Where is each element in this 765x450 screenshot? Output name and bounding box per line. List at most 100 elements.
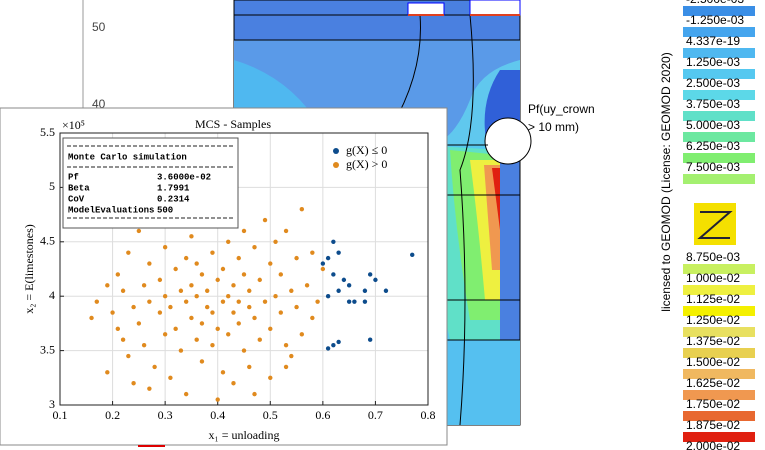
point — [257, 337, 262, 342]
stats-value: 500 — [157, 205, 173, 215]
y-multiplier: ×10⁵ — [62, 118, 85, 132]
point — [220, 370, 226, 375]
point — [325, 346, 331, 351]
point — [199, 272, 205, 277]
y-tick-label: 4.5 — [40, 234, 55, 248]
point — [110, 310, 115, 315]
stats-value: 3.6000e-02 — [157, 172, 211, 182]
point — [120, 337, 126, 342]
point — [141, 342, 147, 348]
y-axis-label: x₂ = E(limestones) — [22, 224, 36, 314]
point — [315, 299, 320, 304]
y-tick-label: 3 — [49, 397, 55, 411]
point — [294, 255, 299, 261]
logo — [694, 203, 736, 245]
point — [178, 288, 184, 293]
point — [147, 299, 152, 304]
stats-key: CoV — [68, 194, 85, 204]
legend-swatch — [683, 348, 755, 358]
point — [241, 348, 247, 353]
legend-swatch — [683, 69, 755, 79]
legend-swatch — [683, 6, 755, 16]
point — [231, 381, 236, 386]
stats-key: Pf — [68, 172, 79, 182]
legend-label: 4.337e-19 — [686, 34, 740, 48]
legend-label: 1.875e-02 — [686, 418, 740, 432]
point — [168, 304, 173, 310]
license-text: licensed to GEOMOD (License: GEOMOD 2020… — [659, 52, 673, 311]
point — [89, 315, 94, 321]
stats-box — [62, 137, 239, 229]
point — [215, 326, 220, 332]
point — [178, 348, 184, 353]
point — [210, 310, 215, 315]
point — [304, 283, 310, 288]
point — [215, 277, 220, 283]
axes-frame — [59, 132, 429, 406]
point — [231, 310, 236, 315]
legend-marker — [333, 162, 339, 168]
point — [189, 283, 194, 288]
chart-title: MCS - Samples — [195, 117, 271, 131]
point — [105, 370, 110, 375]
x-tick-label: 0.1 — [53, 408, 68, 422]
point — [283, 228, 289, 234]
legend-swatch — [683, 327, 755, 337]
point — [157, 310, 163, 315]
point — [205, 304, 210, 310]
y-tick-label: 5 — [49, 179, 55, 193]
point — [115, 272, 121, 277]
point — [352, 299, 357, 304]
point — [241, 272, 247, 277]
point — [262, 299, 268, 304]
point — [141, 283, 147, 288]
point — [299, 332, 305, 337]
point — [199, 359, 205, 364]
point — [325, 294, 331, 299]
point — [367, 337, 373, 342]
y-tick-label: 5.5 — [40, 125, 55, 139]
point — [173, 266, 178, 272]
legend-label: 1.625e-02 — [686, 376, 740, 390]
legend-swatch — [683, 306, 755, 316]
point — [94, 299, 100, 304]
point — [331, 239, 336, 244]
point — [136, 228, 142, 234]
contour-legend: -2.500e-03 -1.250e-03 4.337e-19 1.250e-03 2.… — [683, 0, 755, 450]
x-axis-label: x₁ = unloading — [209, 428, 280, 442]
annotation: > 10 mm) — [528, 120, 579, 134]
point — [120, 288, 126, 293]
legend-label: 2.000e-02 — [686, 439, 740, 450]
point — [210, 342, 215, 348]
point — [294, 304, 299, 310]
point — [189, 315, 194, 321]
y-tick-label: 4 — [49, 288, 55, 302]
point — [131, 304, 136, 310]
legend-label: -1.250e-03 — [686, 13, 744, 27]
point — [162, 332, 168, 337]
point — [226, 332, 231, 337]
point — [268, 375, 273, 380]
point — [289, 288, 294, 293]
point — [226, 239, 231, 244]
point — [131, 381, 136, 386]
legend-label: -2.500e-03 — [686, 0, 744, 6]
point — [220, 266, 226, 272]
point — [157, 277, 163, 283]
legend-label: g(X) ≤ 0 — [346, 143, 387, 157]
point — [367, 272, 373, 277]
legend-swatch — [683, 285, 755, 295]
point — [236, 255, 241, 261]
point — [252, 315, 257, 321]
point — [210, 250, 215, 255]
point — [194, 337, 199, 342]
legend-label: g(X) > 0 — [346, 157, 387, 171]
point — [331, 272, 336, 277]
legend-swatch — [683, 111, 755, 121]
point — [205, 288, 210, 293]
point — [105, 283, 110, 288]
legend-label: 5.000e-03 — [686, 118, 740, 132]
point — [231, 283, 236, 288]
point — [331, 342, 336, 348]
point — [189, 234, 194, 239]
